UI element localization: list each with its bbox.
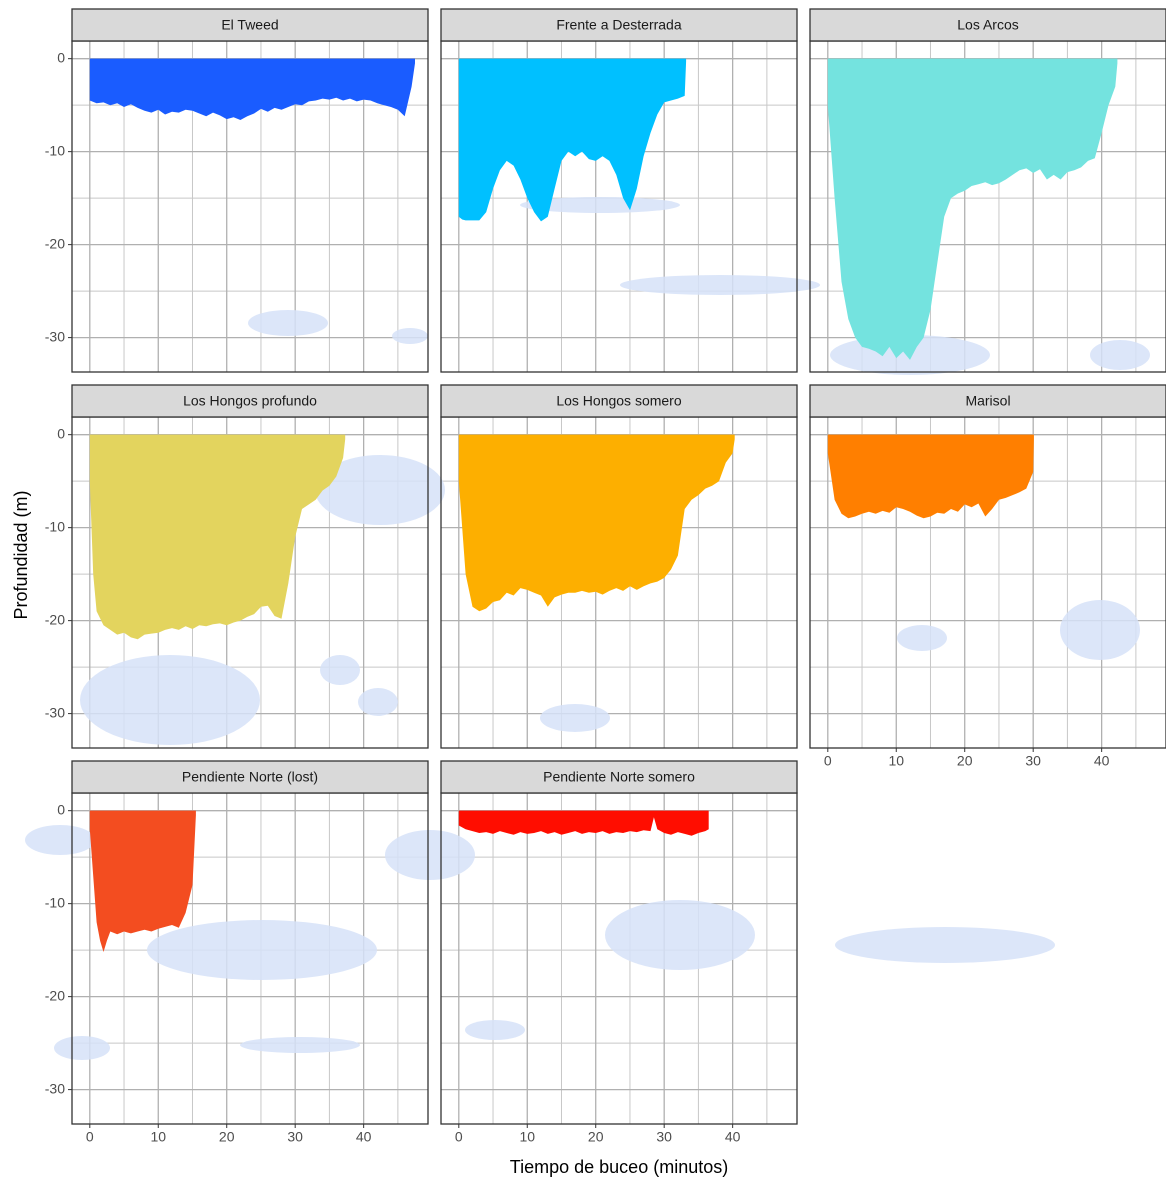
x-tick-label: 40 [1094,753,1110,769]
y-tick-label: -30 [45,704,65,720]
strip-label: Los Hongos profundo [183,393,317,409]
chart: El Tweed 0 -10 -20 -30 Frente a Desterrada Los… [0,0,1166,1182]
x-tick-label: 40 [356,1129,372,1145]
strip-label: Frente a Desterrada [556,17,681,33]
panel-background [441,793,797,1124]
y-tick-label: 0 [57,49,65,65]
x-tick-label: 40 [725,1129,741,1145]
x-tick-label: 0 [824,753,832,769]
x-tick-label: 20 [957,753,973,769]
y-axis-title: Profundidad (m) [11,490,31,619]
y-tick-label: -20 [45,611,65,627]
x-tick-label: 20 [588,1129,604,1145]
x-tick-label: 0 [455,1129,463,1145]
x-tick-label: 10 [150,1129,166,1145]
strip-label: Pendiente Norte (lost) [182,769,318,785]
y-tick-label: -10 [45,518,65,534]
y-tick-label: 0 [57,425,65,441]
y-tick-label: -10 [45,142,65,158]
strip-label: Los Arcos [957,17,1018,33]
strip-label: Los Hongos somero [556,393,682,409]
x-tick-label: 10 [519,1129,535,1145]
x-tick-label: 0 [86,1129,94,1145]
area [459,811,709,836]
strip-label: El Tweed [221,17,278,33]
y-tick-label: -30 [45,328,65,344]
x-tick-label: 30 [287,1129,303,1145]
x-axis-title: Tiempo de buceo (minutos) [510,1157,728,1177]
strip-label: Marisol [965,393,1010,409]
x-tick-label: 30 [1025,753,1041,769]
y-tick-label: -20 [45,235,65,251]
x-tick-label: 20 [219,1129,235,1145]
y-tick-label: -10 [45,894,65,910]
y-tick-label: -20 [45,987,65,1003]
y-tick-label: 0 [57,801,65,817]
x-tick-label: 30 [656,1129,672,1145]
y-tick-label: -30 [45,1080,65,1096]
strip-label: Pendiente Norte somero [543,769,695,785]
x-tick-label: 10 [888,753,904,769]
